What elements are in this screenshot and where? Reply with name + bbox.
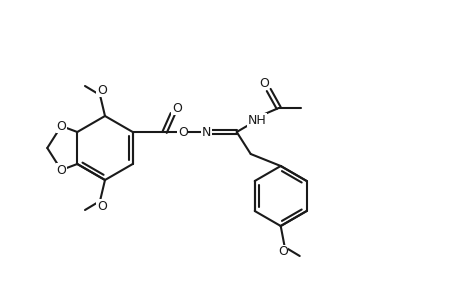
Text: O: O	[97, 200, 106, 212]
Text: O: O	[258, 76, 268, 89]
Text: O: O	[277, 245, 287, 259]
Text: NH: NH	[247, 113, 265, 127]
Text: O: O	[56, 119, 66, 133]
Text: O: O	[97, 83, 106, 97]
Text: O: O	[177, 125, 187, 139]
Text: O: O	[56, 164, 66, 176]
Text: N: N	[202, 125, 211, 139]
Text: O: O	[171, 101, 181, 115]
